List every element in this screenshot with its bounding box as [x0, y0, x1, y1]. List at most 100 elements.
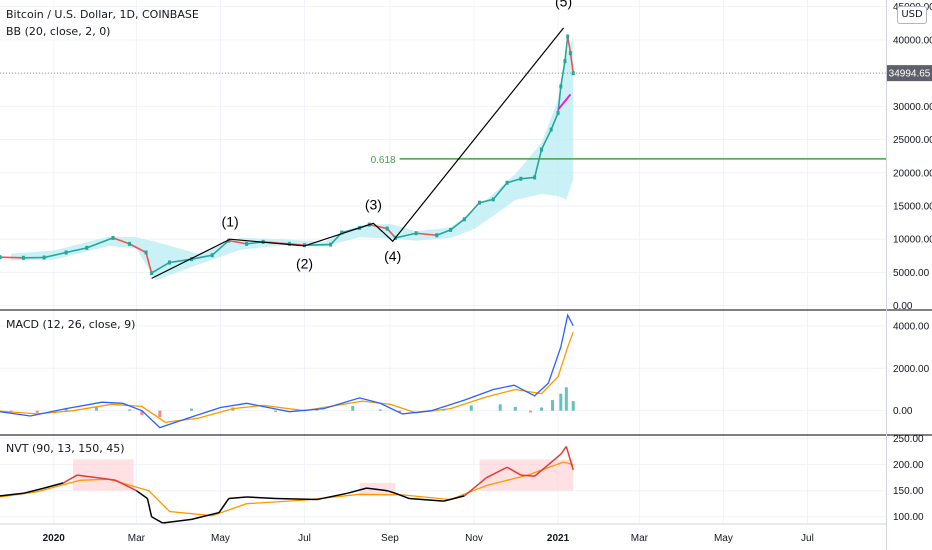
macd-histogram-bar	[564, 387, 568, 411]
price-segment	[560, 61, 566, 87]
nvt-segment	[162, 518, 192, 524]
nvt-segment	[146, 498, 153, 517]
price-segment	[550, 112, 559, 130]
macd-histogram-bar	[469, 405, 473, 411]
price-candle	[128, 241, 132, 246]
macd-histogram-bar	[158, 410, 162, 418]
x-tick-label: Sep	[381, 533, 399, 544]
nvt-band	[73, 459, 134, 491]
price-candle	[519, 176, 523, 181]
nvt-segment	[565, 446, 574, 471]
x-tick-label: May	[211, 533, 230, 544]
y-tick-label: 30000.00	[893, 102, 932, 113]
nvt-segment	[228, 496, 247, 500]
price-segment	[506, 177, 522, 184]
nvt-segment	[77, 474, 97, 479]
y-tick-label: 10000.00	[893, 235, 932, 246]
bb-indicator-label[interactable]: BB (20, close, 2, 0)	[6, 25, 111, 38]
macd-histogram-bar	[551, 400, 555, 411]
price-segment	[564, 36, 569, 62]
x-tick-label: May	[714, 533, 733, 544]
nvt-segment	[0, 492, 24, 497]
symbol-title: Bitcoin / U.S. Dollar, 1D, COINBASE	[6, 8, 199, 21]
macd-histogram-bar	[140, 410, 144, 415]
wave-path[interactable]	[151, 27, 565, 279]
current-price-badge: 34994.65	[887, 65, 932, 82]
price-candle	[449, 227, 453, 232]
x-tick-label: Mar	[631, 533, 649, 544]
price-candle	[414, 231, 418, 236]
price-candle	[556, 110, 560, 115]
macd-histogram-bar	[559, 393, 563, 411]
x-axis: 2020 Mar May Jul Sep Nov 2021 Mar May Jul	[43, 533, 814, 544]
price-segment	[304, 243, 331, 247]
currency-button[interactable]: USD	[897, 6, 927, 24]
nvt-title[interactable]: NVT (90, 13, 150, 45)	[6, 442, 125, 455]
macd-line	[0, 313, 574, 429]
price-candle	[227, 238, 231, 243]
y-tick-label: 25000.00	[893, 135, 932, 146]
price-candle	[0, 255, 2, 260]
price-candle	[559, 84, 563, 89]
price-badge-text: 34994.65	[889, 69, 931, 80]
price-segment	[112, 237, 130, 245]
macd-histogram-bar	[64, 408, 68, 411]
price-candle	[85, 245, 89, 250]
price-segment	[492, 182, 508, 200]
x-tick-label: 2021	[547, 533, 570, 544]
nvt-segment	[43, 482, 64, 489]
macd-histogram-bar	[398, 410, 402, 413]
price-segment	[416, 232, 437, 237]
nvt-segment	[463, 477, 487, 497]
macd-histogram-bar	[513, 406, 517, 411]
y-tick-label: 5000.00	[893, 268, 930, 279]
price-candle	[568, 51, 572, 56]
y-tick-label: 0.00	[893, 406, 913, 417]
macd-histogram-bar	[498, 404, 502, 411]
price-segment	[65, 247, 87, 254]
price-candle	[549, 127, 553, 132]
macd-histogram-bar	[128, 409, 132, 411]
x-tick-label: Nov	[465, 533, 483, 544]
nvt-segment	[115, 479, 137, 492]
price-segment	[540, 129, 552, 150]
price-segment	[211, 239, 230, 256]
price-candle	[111, 235, 115, 240]
nvt-segment	[218, 498, 230, 514]
price-candle	[329, 242, 333, 247]
nvt-segment	[386, 489, 396, 495]
price-candle	[303, 243, 307, 248]
x-tick-label: Jul	[801, 533, 814, 544]
price-candle	[563, 59, 567, 64]
y-tick-label: 2000.00	[893, 364, 930, 375]
price-segment	[86, 237, 114, 249]
nvt-segment	[275, 497, 317, 501]
wave-label: (1)	[222, 214, 239, 230]
nvt-segment	[560, 445, 567, 455]
price-segment	[569, 53, 575, 74]
bb-fill	[11, 36, 574, 281]
y-tick-label: 250.00	[893, 434, 924, 445]
price-segment	[43, 251, 67, 259]
macd-histogram-bar	[190, 408, 194, 411]
macd-histogram-bar	[35, 410, 39, 413]
price-candle	[385, 226, 389, 231]
fib-label: 0.618	[371, 155, 396, 166]
price-segment	[479, 198, 494, 204]
nvt-segment	[486, 466, 508, 479]
price-segment	[463, 202, 481, 220]
nvt-segment	[151, 516, 163, 524]
signal-line	[0, 331, 574, 423]
x-tick-label: Jul	[298, 533, 311, 544]
price-segment	[191, 254, 213, 260]
nvt-segment	[347, 487, 367, 495]
price-candle	[491, 197, 495, 202]
macd-histogram-bar	[378, 409, 382, 411]
macd-histogram-bar	[528, 410, 532, 413]
y-tick-label: 15000.00	[893, 202, 932, 213]
macd-title[interactable]: MACD (12, 26, close, 9)	[6, 318, 136, 331]
nvt-segment	[506, 466, 522, 476]
magenta-trendline[interactable]	[557, 93, 572, 111]
